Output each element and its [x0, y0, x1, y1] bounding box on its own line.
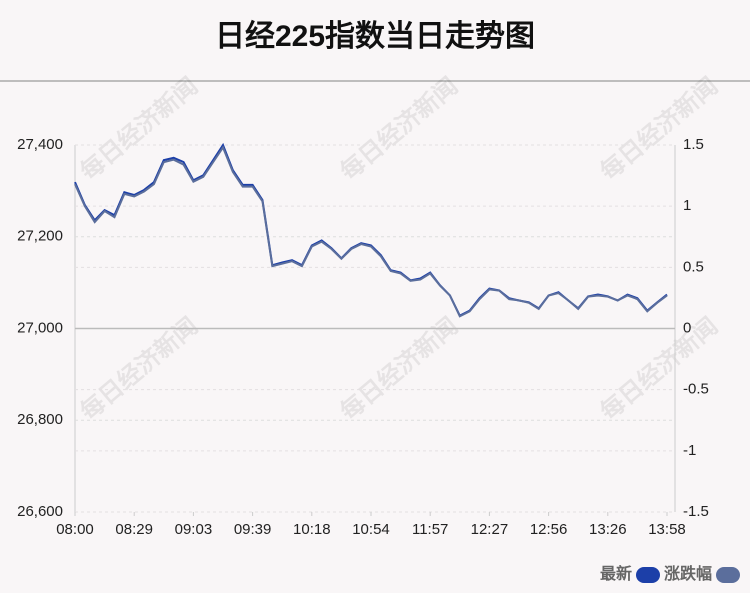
x-tick-label: 08:29 [115, 521, 153, 538]
x-tick-label: 10:54 [352, 521, 390, 538]
x-tick-label: 12:56 [530, 521, 568, 538]
legend-swatch [636, 567, 660, 583]
chart-title: 日经225指数当日走势图 [215, 19, 535, 53]
legend-label: 涨跌幅 [664, 564, 712, 583]
watermark: 每日经济新闻 [594, 71, 723, 186]
y-tick-label: 27,400 [17, 136, 63, 153]
watermark: 每日经济新闻 [334, 71, 463, 186]
x-tick-label: 09:03 [175, 521, 213, 538]
y2-tick-label: -0.5 [683, 381, 709, 398]
y2-tick-label: -1 [683, 442, 696, 459]
x-tick-label: 10:18 [293, 521, 331, 538]
legend-label: 最新 [600, 564, 632, 583]
y2-tick-label: -1.5 [683, 503, 709, 520]
watermark: 每日经济新闻 [74, 71, 203, 186]
y2-tick-label: 0 [683, 319, 691, 336]
x-tick-label: 11:57 [412, 521, 448, 538]
x-tick-label: 12:27 [471, 521, 509, 538]
series-line [74, 145, 668, 318]
y-tick-label: 26,800 [17, 411, 63, 428]
y-tick-label: 26,600 [17, 503, 63, 520]
y2-tick-label: 1 [683, 197, 691, 214]
x-tick-label: 09:39 [234, 521, 272, 538]
y2-tick-label: 1.5 [683, 136, 704, 153]
y2-tick-label: 0.5 [683, 258, 704, 275]
y-tick-label: 27,000 [17, 319, 63, 336]
y-tick-label: 27,200 [17, 228, 63, 245]
x-tick-label: 13:58 [648, 521, 686, 538]
x-tick-label: 13:26 [589, 521, 627, 538]
x-tick-label: 08:00 [56, 521, 94, 538]
legend-swatch [716, 567, 740, 583]
